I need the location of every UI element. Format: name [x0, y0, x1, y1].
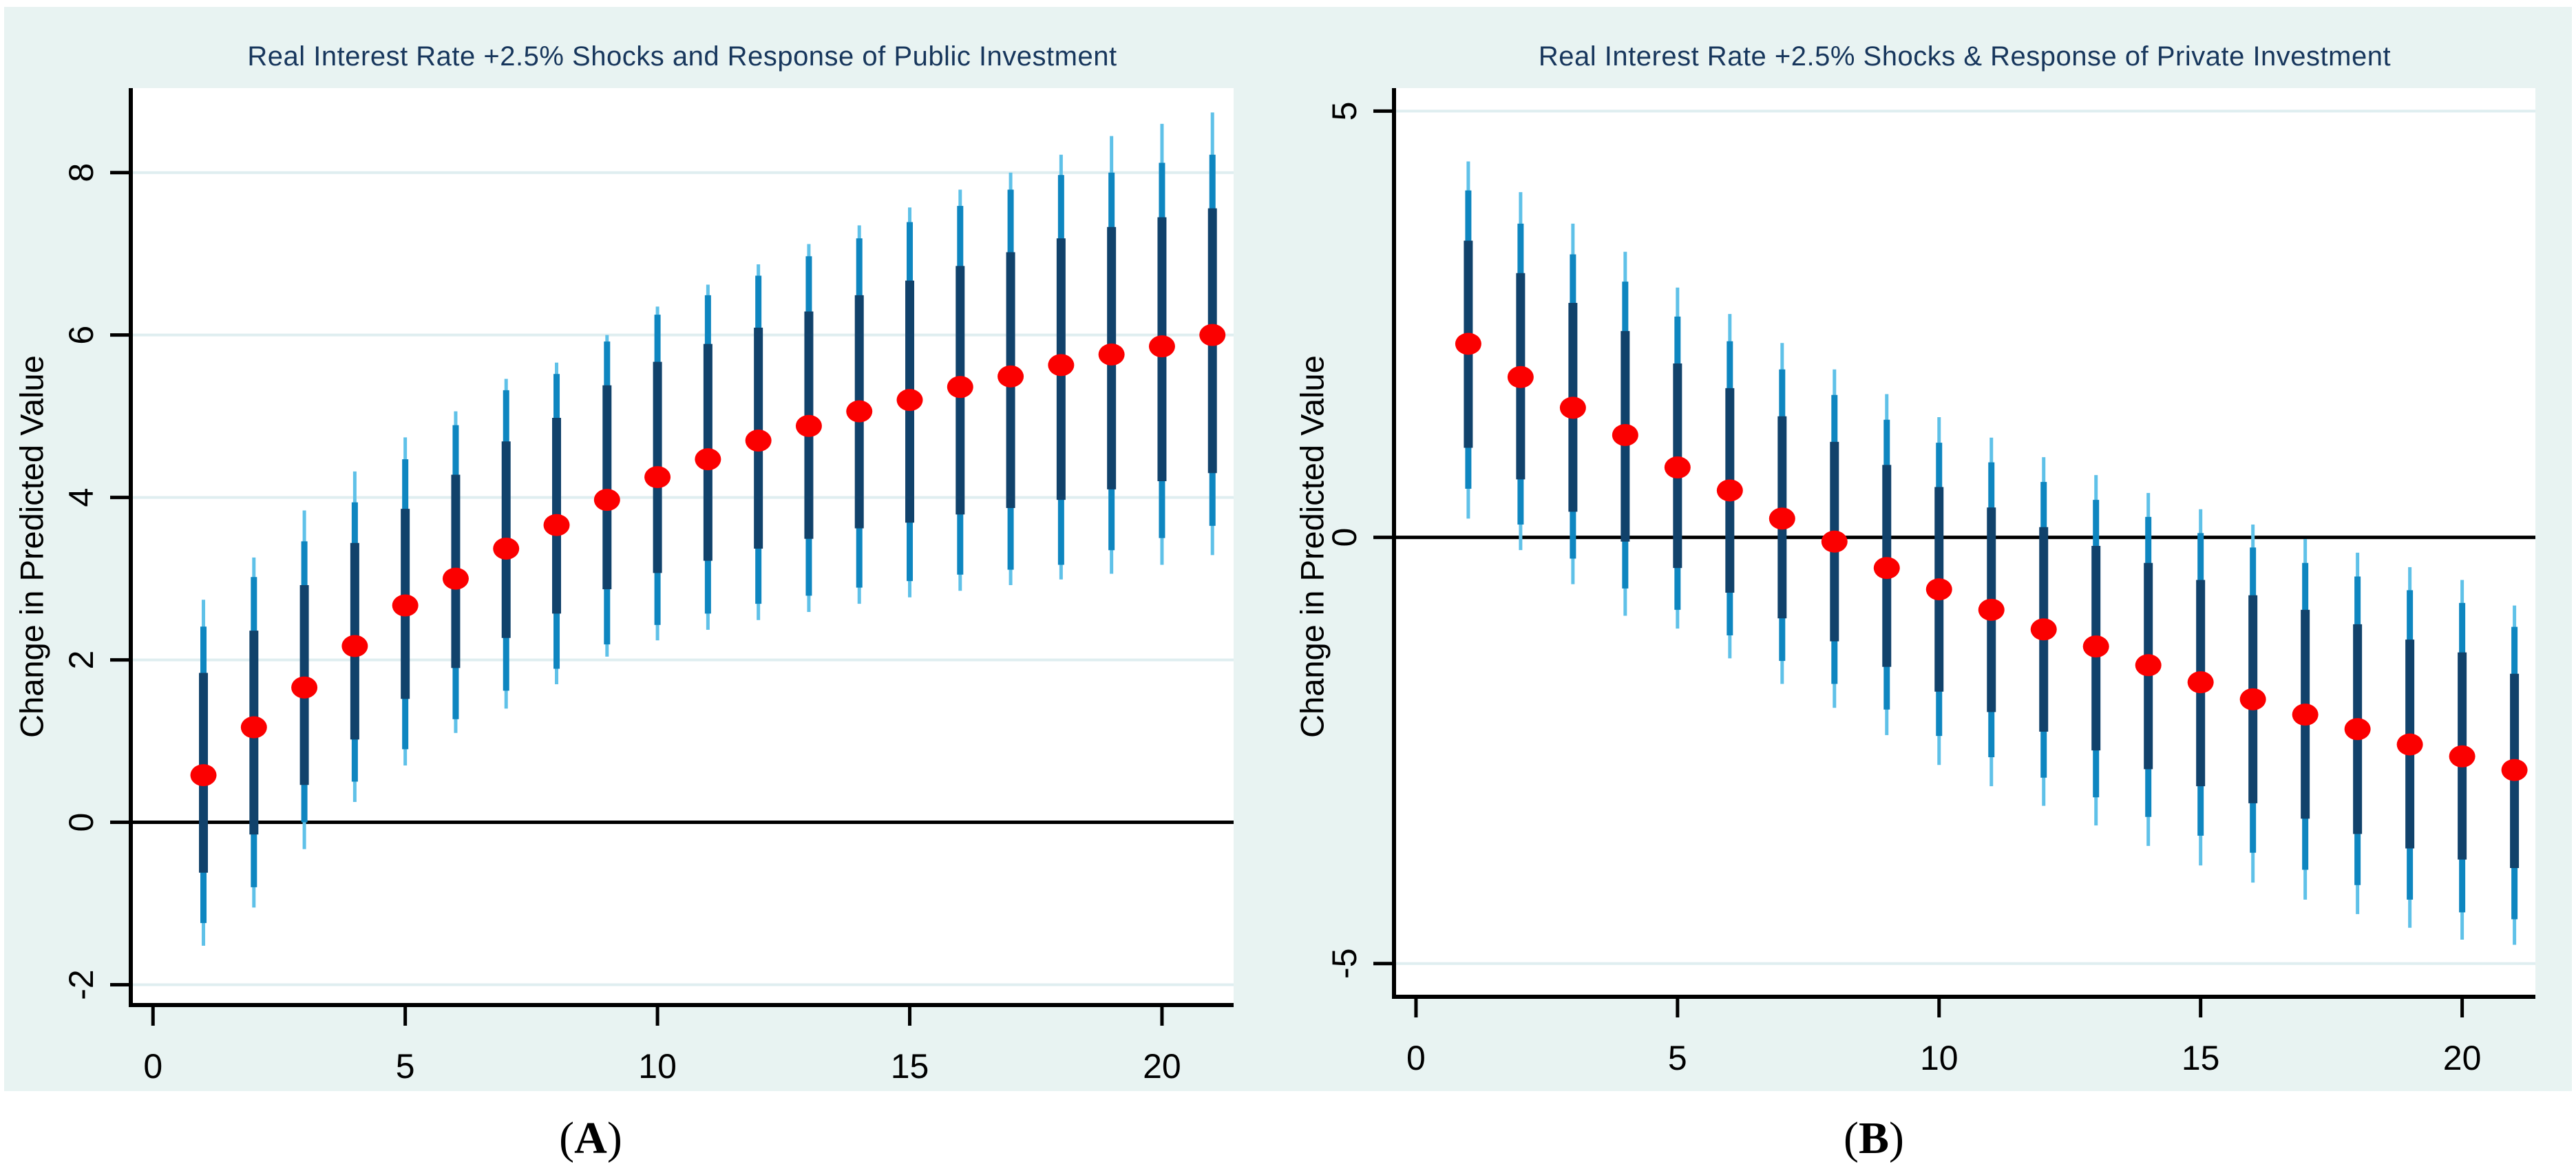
caption-a-letter: A: [574, 1113, 607, 1163]
panel-b-point-estimate: [2135, 654, 2162, 677]
panel-a-point-estimate: [997, 365, 1024, 388]
panel-b-point-estimate: [2396, 733, 2423, 756]
panel-a-point-estimate: [291, 676, 318, 699]
panel-b-point-estimate: [2344, 718, 2371, 741]
panel-b-point-estimate: [2239, 688, 2266, 710]
panel-b-x-tick-label: 15: [2182, 1039, 2220, 1077]
panel-b-point-estimate: [2501, 759, 2528, 781]
panel-a-x-tick-label: 10: [638, 1047, 677, 1086]
panel-b-point-estimate: [2030, 618, 2057, 641]
panel-b-point-estimate: [1664, 456, 1691, 479]
panel-a-point-estimate: [593, 489, 620, 511]
panel-b-x-tick-label: 10: [1920, 1039, 1959, 1077]
panel-a-y-tick-label: 0: [62, 813, 101, 832]
panel-b-point-estimate: [1612, 423, 1638, 446]
panel-b-point-estimate: [1925, 578, 1952, 601]
panel-b-point-estimate: [1769, 507, 1795, 530]
panel-a-point-estimate: [392, 594, 419, 617]
panel-a-x-tick-label: 0: [143, 1047, 162, 1086]
panel-a-x-tick-label: 15: [891, 1047, 929, 1086]
panel-a-point-estimate: [745, 430, 772, 452]
panel-b-y-tick-label: 5: [1325, 102, 1364, 121]
panel-b-y-tick-label: -5: [1325, 948, 1364, 978]
panel-a-x-tick-label: 5: [396, 1047, 415, 1086]
panel-b-point-estimate: [2292, 704, 2319, 726]
caption-panel-a: (A): [559, 1112, 622, 1165]
panel-b-point-estimate: [1716, 479, 1743, 502]
panel-a-point-estimate: [341, 635, 368, 657]
panel-a-point-estimate: [1098, 343, 1125, 366]
panel-a-point-estimate: [1148, 335, 1175, 358]
panel-b-title: Real Interest Rate +2.5% Shocks & Respon…: [1538, 41, 2392, 72]
panel-b-point-estimate: [1559, 397, 1586, 419]
caption-panel-b: (B): [1844, 1112, 1904, 1165]
panel-b-point-estimate: [1455, 332, 1481, 355]
panel-b-point-estimate: [1978, 598, 2005, 621]
panel-a-point-estimate: [1199, 324, 1226, 346]
caption-b-close: ): [1889, 1113, 1904, 1163]
panel-a-point-estimate: [543, 514, 570, 536]
panel-a-point-estimate: [795, 414, 822, 437]
panel-b-point-estimate: [2187, 671, 2214, 694]
panel-a-point-estimate: [190, 764, 217, 787]
panel-b-point-estimate: [2082, 635, 2109, 658]
panel-a-y-tick-label: 8: [62, 163, 101, 182]
panel-a-point-estimate: [896, 389, 923, 412]
panel-a-y-tick-label: 6: [62, 326, 101, 345]
panel-a-y-tick-label: 2: [62, 651, 101, 670]
panel-b-y-tick-label: 0: [1325, 528, 1364, 547]
panel-a-point-estimate: [846, 400, 873, 423]
panel-a-point-estimate: [1048, 354, 1075, 377]
panel-b-x-tick-label: 20: [2443, 1039, 2482, 1077]
panel-a-title: Real Interest Rate +2.5% Shocks and Resp…: [247, 41, 1117, 72]
panel-a-x-tick-label: 20: [1143, 1047, 1181, 1086]
panel-b-point-estimate: [1873, 557, 1900, 580]
panel-a-point-estimate: [240, 716, 267, 739]
panel-a-point-estimate: [442, 567, 469, 590]
panel-a-point-estimate: [947, 376, 973, 399]
panel-b-point-estimate: [1821, 530, 1848, 553]
panel-b-x-tick-label: 5: [1668, 1039, 1687, 1077]
caption-a-close: ): [606, 1113, 622, 1163]
panel-a-point-estimate: [695, 448, 721, 471]
panel-a-y-tick-label: -2: [62, 969, 101, 1000]
panel-a-plot-area: [131, 88, 1234, 1005]
panel-b-point-estimate: [2449, 745, 2475, 768]
panel-b-point-estimate: [1507, 366, 1534, 388]
panel-a-y-tick-label: 4: [62, 488, 101, 507]
panel-a-point-estimate: [493, 537, 520, 560]
caption-b-open: (: [1844, 1113, 1859, 1163]
panel-b-y-axis-title: Change in Predicted Value: [1294, 355, 1331, 738]
caption-b-letter: B: [1858, 1113, 1890, 1163]
panel-a-y-axis-title: Change in Predicted Value: [13, 355, 50, 738]
panel-b-plot-area: [1394, 88, 2535, 997]
panel-a-point-estimate: [644, 466, 671, 489]
caption-a-open: (: [559, 1113, 575, 1163]
panel-b-plot: 5 0 -5 0 5 10 15 20: [1325, 88, 2535, 1077]
panel-b-x-tick-label: 0: [1406, 1039, 1426, 1077]
